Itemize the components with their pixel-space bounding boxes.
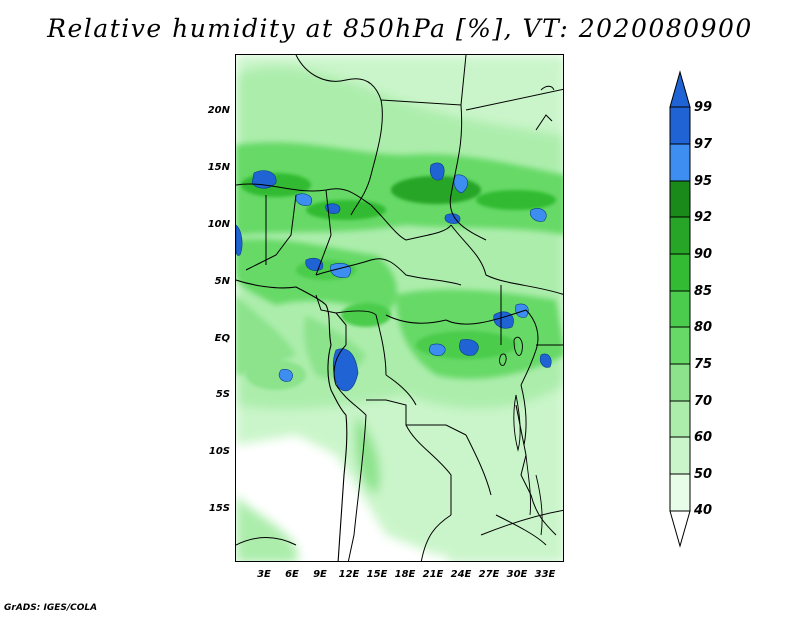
colorbar — [669, 70, 691, 548]
colorbar-segment — [669, 106, 691, 145]
lat-label: 15S — [208, 503, 230, 514]
lat-label: 10S — [208, 446, 230, 457]
colorbar-label: 90 — [694, 247, 713, 262]
lon-label: 3E — [257, 569, 271, 580]
colorbar-label: 60 — [694, 430, 713, 445]
colorbar-label: 85 — [694, 284, 713, 299]
colorbar-label: 80 — [694, 320, 713, 335]
lat-label: EQ — [214, 333, 230, 344]
lon-label: 6E — [285, 569, 299, 580]
map-panel — [235, 54, 564, 562]
colorbar-segment — [669, 143, 691, 182]
lon-label: 18E — [394, 569, 416, 580]
lon-label: 12E — [338, 569, 360, 580]
lat-label: 15N — [207, 162, 230, 173]
lon-label: 24E — [450, 569, 472, 580]
lon-label: 15E — [366, 569, 388, 580]
colorbar-segment — [669, 363, 691, 402]
colorbar-segment — [669, 400, 691, 438]
colorbar-label: 50 — [694, 467, 713, 482]
lat-label: 10N — [207, 219, 230, 230]
lat-label: 20N — [207, 105, 230, 116]
colorbar-top-arrow — [669, 70, 691, 108]
colorbar-segment — [669, 436, 691, 475]
colorbar-label: 99 — [694, 100, 713, 115]
lat-label: 5S — [215, 389, 230, 400]
colorbar-label: 95 — [694, 174, 713, 189]
lon-label: 33E — [534, 569, 556, 580]
colorbar-segment — [669, 253, 691, 292]
humidity-field-map — [236, 55, 563, 561]
map-title: Relative humidity at 850hPa [%], VT: 202… — [47, 14, 753, 43]
colorbar-label: 92 — [694, 210, 713, 225]
country-borders — [236, 55, 563, 561]
lon-label: 30E — [506, 569, 528, 580]
colorbar-label: 75 — [694, 357, 713, 372]
colorbar-label: 97 — [694, 137, 713, 152]
lat-label: 5N — [214, 276, 230, 287]
lakes — [499, 85, 555, 536]
colorbar-label: 40 — [694, 503, 713, 518]
colorbar-segment — [669, 180, 691, 218]
colorbar-segment — [669, 473, 691, 512]
coastline — [236, 279, 348, 561]
colorbar-bottom-arrow — [669, 510, 691, 548]
lon-label: 21E — [422, 569, 444, 580]
colorbar-label: 70 — [694, 394, 713, 409]
lon-label: 27E — [478, 569, 500, 580]
colorbar-segment — [669, 290, 691, 328]
colorbar-segment — [669, 326, 691, 365]
software-credit: GrADS: IGES/COLA — [4, 603, 98, 613]
lon-label: 9E — [313, 569, 327, 580]
colorbar-segment — [669, 216, 691, 255]
